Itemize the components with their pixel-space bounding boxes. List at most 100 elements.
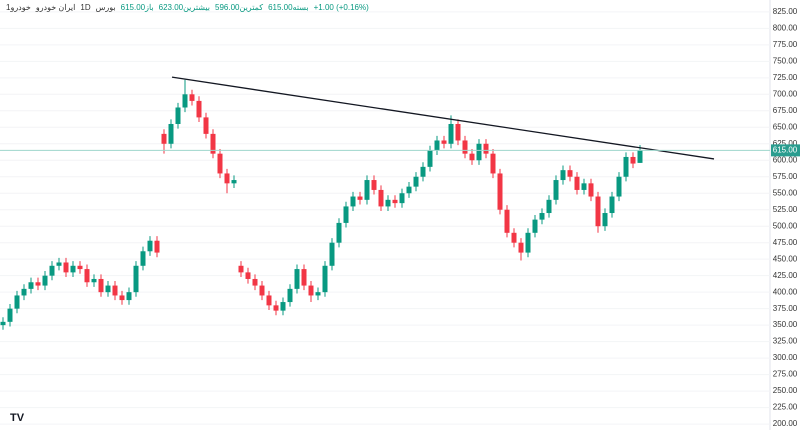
- candle-body: [560, 170, 566, 181]
- candle-body: [182, 94, 188, 108]
- candle-body: [532, 219, 538, 233]
- header-item: بورس: [95, 3, 116, 12]
- candle-body: [525, 232, 531, 253]
- candle-body: [273, 305, 279, 311]
- candle-body: [483, 143, 489, 154]
- header-item: بیشترین623.00: [158, 3, 211, 12]
- candle-body: [35, 282, 41, 286]
- candle-body: [266, 295, 272, 306]
- candle-body: [420, 166, 426, 177]
- legend-header: خودرو1 ایران خودرو 1D بورس باز615.00 بیشترین6…: [6, 3, 369, 12]
- candle-body: [84, 269, 90, 283]
- last-price-label: 615.00: [773, 145, 798, 154]
- y-tick-label: 300.00: [773, 353, 798, 362]
- candle-body: [357, 196, 363, 200]
- candle-body: [259, 285, 265, 296]
- candle-body: [392, 199, 398, 204]
- y-tick-label: 625.00: [773, 139, 798, 148]
- candle-body: [469, 153, 475, 161]
- y-tick-label: 425.00: [773, 271, 798, 280]
- candle-body: [203, 117, 209, 134]
- candle-body: [497, 173, 503, 210]
- candle-body: [14, 295, 20, 309]
- y-tick-label: 225.00: [773, 403, 798, 412]
- candle-body: [609, 196, 615, 214]
- y-tick-label: 775.00: [773, 40, 798, 49]
- candle-body: [315, 292, 321, 296]
- candle-body: [476, 143, 482, 161]
- y-tick-label: 350.00: [773, 320, 798, 329]
- candle-body: [637, 150, 643, 163]
- candle-body: [588, 183, 594, 197]
- candle-body: [399, 193, 405, 204]
- header-item: باز615.00: [120, 3, 154, 12]
- candle-body: [126, 292, 132, 301]
- candle-body: [0, 321, 6, 326]
- y-tick-label: 675.00: [773, 106, 798, 115]
- header-item: خودرو1: [6, 3, 31, 12]
- header-item: 1D: [80, 3, 91, 12]
- candle-body: [140, 251, 146, 266]
- trend-line: [171, 76, 715, 160]
- candle-body: [462, 140, 468, 154]
- candle-body: [231, 180, 237, 184]
- candle-body: [308, 285, 314, 296]
- y-tick-label: 500.00: [773, 221, 798, 230]
- y-tick-label: 325.00: [773, 337, 798, 346]
- svg-text:TV: TV: [10, 412, 25, 424]
- candle-body: [63, 262, 69, 273]
- candle-body: [175, 107, 181, 124]
- y-tick-label: 700.00: [773, 89, 798, 98]
- candle-body: [98, 278, 104, 293]
- candle-body: [280, 302, 286, 311]
- y-tick-label: 200.00: [773, 419, 798, 428]
- candle-body: [455, 123, 461, 141]
- candle-body: [371, 180, 377, 190]
- candle-body: [553, 180, 559, 200]
- candle-body: [112, 285, 118, 296]
- candle-body: [434, 140, 440, 151]
- candle-body: [518, 242, 524, 253]
- candle-body: [511, 232, 517, 243]
- candle-body: [154, 240, 160, 253]
- tv-logo: TV: [10, 412, 25, 424]
- header-item: ایران خودرو: [35, 3, 76, 12]
- candle-body: [441, 140, 447, 144]
- candle-body: [7, 308, 13, 322]
- candle-body: [504, 209, 510, 233]
- candle-body: [406, 186, 412, 194]
- candle-body: [329, 242, 335, 266]
- y-tick-label: 250.00: [773, 386, 798, 395]
- header-item: +1.00 (+0.16%): [313, 3, 369, 12]
- last-price-box: [771, 144, 800, 157]
- candle-body: [224, 173, 230, 184]
- y-tick-label: 725.00: [773, 73, 798, 82]
- candle-body: [119, 295, 125, 301]
- candle-body: [196, 100, 202, 118]
- y-tick-label: 525.00: [773, 205, 798, 214]
- candle-body: [56, 262, 62, 266]
- candle-body: [595, 196, 601, 227]
- candle-body: [189, 94, 195, 101]
- header-item: کمترین596.00: [215, 3, 264, 12]
- candle-body: [448, 123, 454, 144]
- candle-body: [91, 278, 97, 283]
- candle-body: [630, 156, 636, 164]
- candle-body: [539, 213, 545, 220]
- candle-body: [28, 282, 34, 289]
- y-tick-label: 825.00: [773, 7, 798, 16]
- candle-body: [287, 288, 293, 303]
- candle-body: [294, 269, 300, 289]
- candle-body: [546, 199, 552, 214]
- y-tick-label: 375.00: [773, 304, 798, 313]
- candle-body: [336, 222, 342, 243]
- candle-body: [574, 176, 580, 190]
- y-tick-label: 550.00: [773, 188, 798, 197]
- y-tick-label: 475.00: [773, 238, 798, 247]
- candle-body: [301, 269, 307, 286]
- candle-body: [378, 189, 384, 207]
- candle-body: [210, 133, 216, 154]
- candle-body: [70, 265, 76, 273]
